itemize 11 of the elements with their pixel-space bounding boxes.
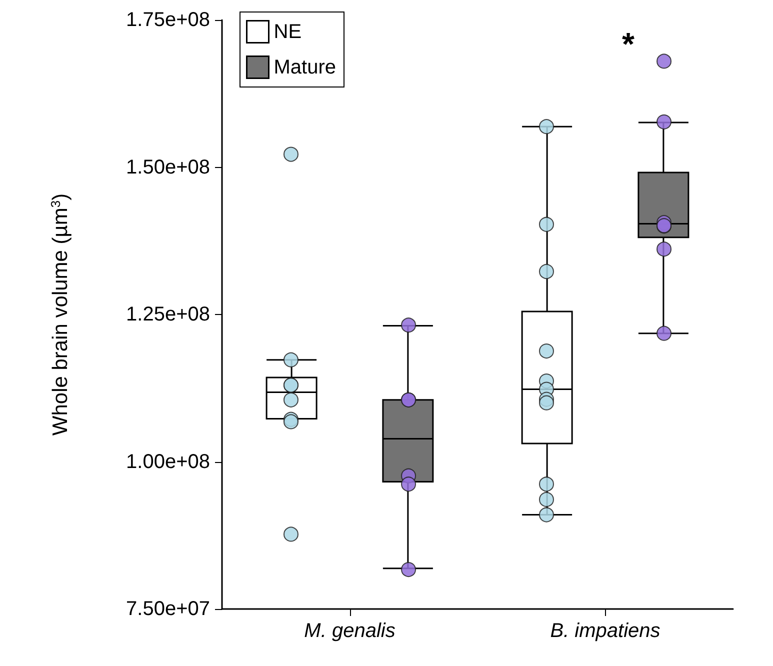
y-axis-title: Whole brain volume (µm3) [48,193,72,436]
y-tick-label: 7.50e+07 [126,598,210,620]
annotation: * [622,26,635,62]
y-tick-label: 1.25e+08 [126,304,210,326]
y-tick-label: 1.75e+08 [126,9,210,31]
legend-label: NE [274,20,302,43]
x-tick-label: B. impatiens [550,620,660,642]
y-tick-label: 1.00e+08 [126,450,210,473]
y-tick-label: 1.50e+08 [126,156,210,178]
legend-label: Mature [274,56,336,78]
x-tick-label: M. genalis [304,620,396,642]
